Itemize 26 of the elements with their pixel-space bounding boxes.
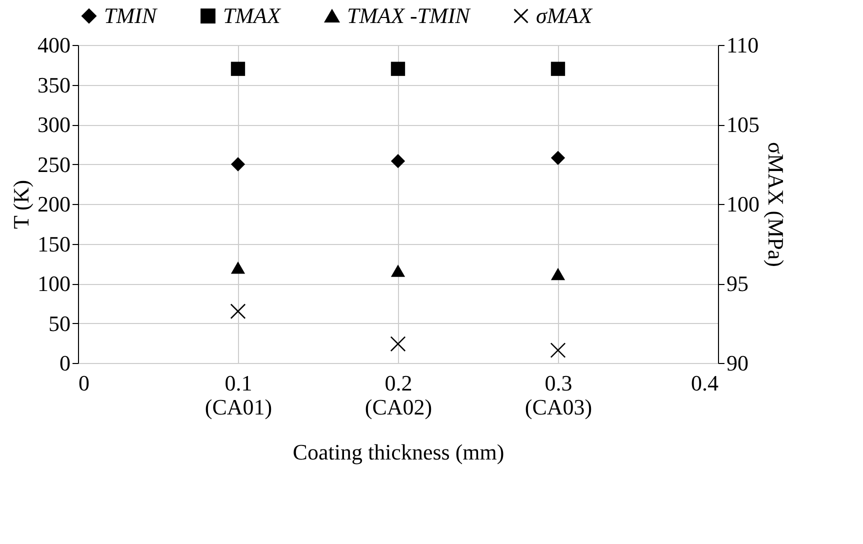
x-tick-label: 0.1 (CA01) [204,370,272,420]
legend-label: TMAX [223,3,282,28]
y2-tick-label: 90 [726,350,748,376]
y2-tick-label: 110 [726,32,759,58]
x-tick-label: 0.2 (CA02) [364,370,432,420]
x-tick-label: 0 [78,370,90,396]
x-tick-label: 0.4 [691,370,718,396]
y-tick-label: 250 [38,152,70,177]
y-tick-label: 300 [38,112,70,137]
y-tick-label: 350 [38,72,70,98]
y2-axis-title: σMAX (MPa) [764,142,788,267]
y-axis-title: T (K) [8,180,34,230]
x-axis-title: Coating thickness (mm) [292,440,504,464]
y-tick-label: 50 [48,310,70,336]
y-tick-label: 100 [38,271,70,296]
y-tick-label: 200 [38,192,70,216]
y-tick-label: 400 [38,32,70,58]
y2-tick-label: 105 [726,112,760,137]
y-tick-label: 150 [38,231,70,256]
y-tick-label: 0 [60,350,70,376]
legend-label: TMAX -TMIN [347,3,472,28]
legend-label: σMAX [536,3,594,28]
y2-tick-label: 95 [726,271,748,296]
y2-tick-label: 100 [726,192,760,216]
x-tick-label: 0.3 (CA03) [524,370,592,420]
legend-label: TMIN [104,3,158,28]
